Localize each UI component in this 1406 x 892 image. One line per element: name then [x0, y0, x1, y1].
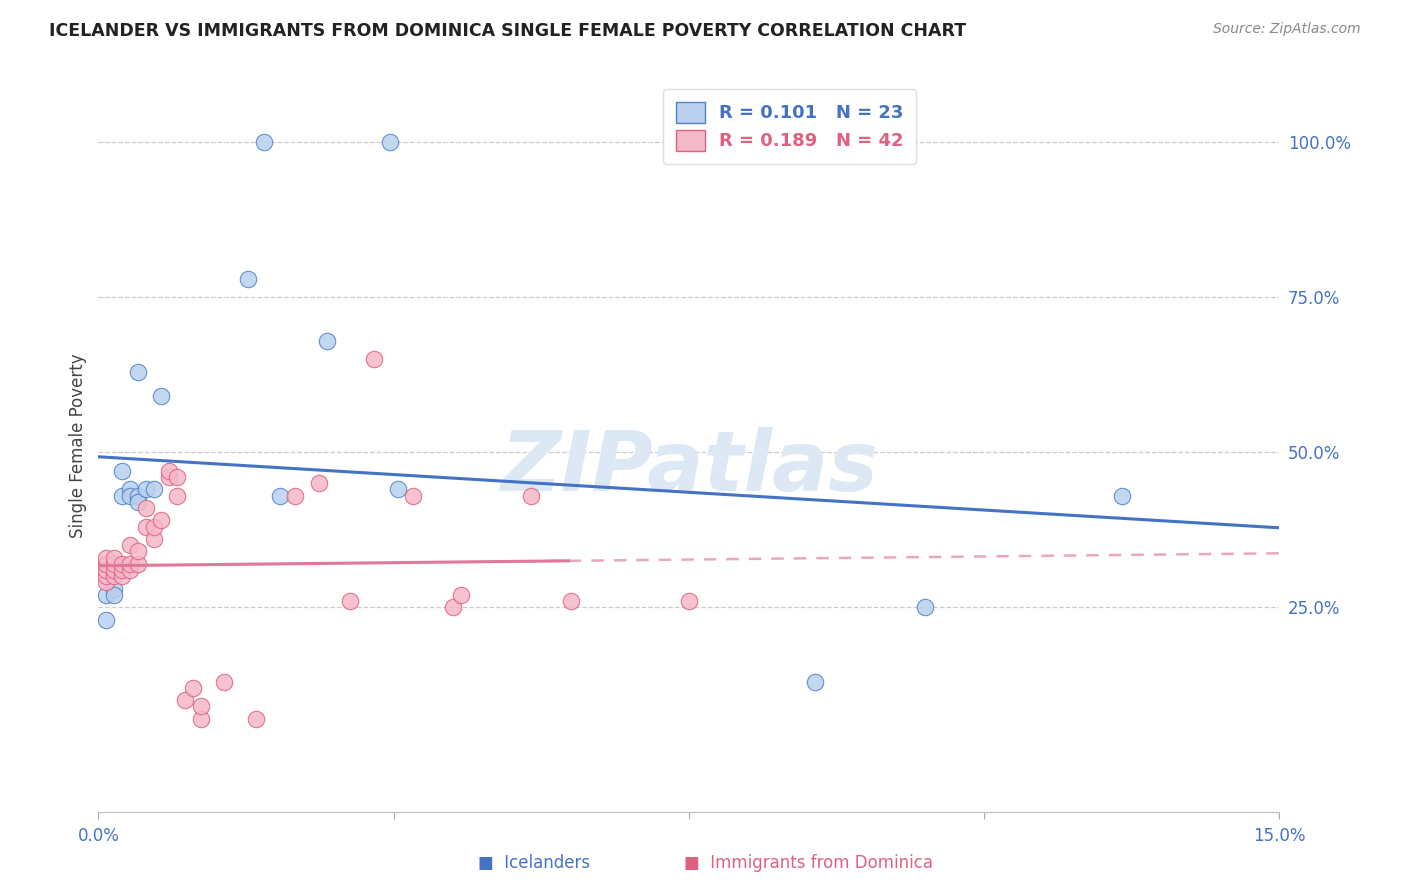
- Point: [450, 588, 472, 602]
- Point: [96, 563, 118, 577]
- Point: [127, 495, 149, 509]
- Point: [914, 600, 936, 615]
- Point: [127, 544, 149, 558]
- Point: [96, 588, 118, 602]
- Point: [118, 538, 141, 552]
- Point: [387, 483, 409, 497]
- Point: [103, 563, 125, 577]
- Point: [378, 135, 401, 149]
- Point: [308, 476, 330, 491]
- Point: [135, 483, 157, 497]
- Point: [96, 569, 118, 583]
- Point: [402, 489, 425, 503]
- Point: [269, 489, 291, 503]
- Point: [142, 532, 165, 546]
- Point: [96, 550, 118, 565]
- Point: [127, 365, 149, 379]
- Point: [135, 519, 157, 533]
- Point: [339, 594, 361, 608]
- Point: [111, 569, 134, 583]
- Point: [150, 513, 173, 527]
- Point: [96, 613, 118, 627]
- Point: [103, 588, 125, 602]
- Point: [127, 557, 149, 571]
- Text: ZIPatlas: ZIPatlas: [501, 427, 877, 508]
- Text: Source: ZipAtlas.com: Source: ZipAtlas.com: [1213, 22, 1361, 37]
- Point: [190, 712, 212, 726]
- Point: [560, 594, 582, 608]
- Point: [166, 489, 188, 503]
- Point: [118, 489, 141, 503]
- Point: [157, 470, 180, 484]
- Legend: R = 0.101   N = 23, R = 0.189   N = 42: R = 0.101 N = 23, R = 0.189 N = 42: [664, 89, 917, 163]
- Point: [804, 674, 827, 689]
- Point: [142, 519, 165, 533]
- Point: [214, 674, 236, 689]
- Text: ■  Icelanders: ■ Icelanders: [478, 855, 591, 872]
- Point: [181, 681, 204, 695]
- Point: [166, 470, 188, 484]
- Point: [118, 563, 141, 577]
- Point: [150, 389, 173, 403]
- Point: [103, 569, 125, 583]
- Point: [111, 563, 134, 577]
- Point: [111, 489, 134, 503]
- Point: [174, 693, 197, 707]
- Point: [284, 489, 307, 503]
- Point: [96, 575, 118, 590]
- Point: [96, 557, 118, 571]
- Point: [103, 550, 125, 565]
- Point: [1111, 489, 1133, 503]
- Point: [135, 500, 157, 515]
- Point: [678, 594, 700, 608]
- Point: [118, 557, 141, 571]
- Point: [253, 135, 276, 149]
- Text: ICELANDER VS IMMIGRANTS FROM DOMINICA SINGLE FEMALE POVERTY CORRELATION CHART: ICELANDER VS IMMIGRANTS FROM DOMINICA SI…: [49, 22, 966, 40]
- Point: [118, 483, 141, 497]
- Point: [111, 557, 134, 571]
- Point: [441, 600, 464, 615]
- Text: ■  Immigrants from Dominica: ■ Immigrants from Dominica: [683, 855, 934, 872]
- Point: [236, 271, 259, 285]
- Point: [245, 712, 267, 726]
- Point: [142, 483, 165, 497]
- Point: [111, 464, 134, 478]
- Point: [315, 334, 337, 348]
- Point: [103, 582, 125, 596]
- Point: [127, 489, 149, 503]
- Point: [157, 464, 180, 478]
- Point: [190, 699, 212, 714]
- Y-axis label: Single Female Poverty: Single Female Poverty: [69, 354, 87, 538]
- Point: [103, 557, 125, 571]
- Point: [520, 489, 543, 503]
- Point: [363, 352, 385, 367]
